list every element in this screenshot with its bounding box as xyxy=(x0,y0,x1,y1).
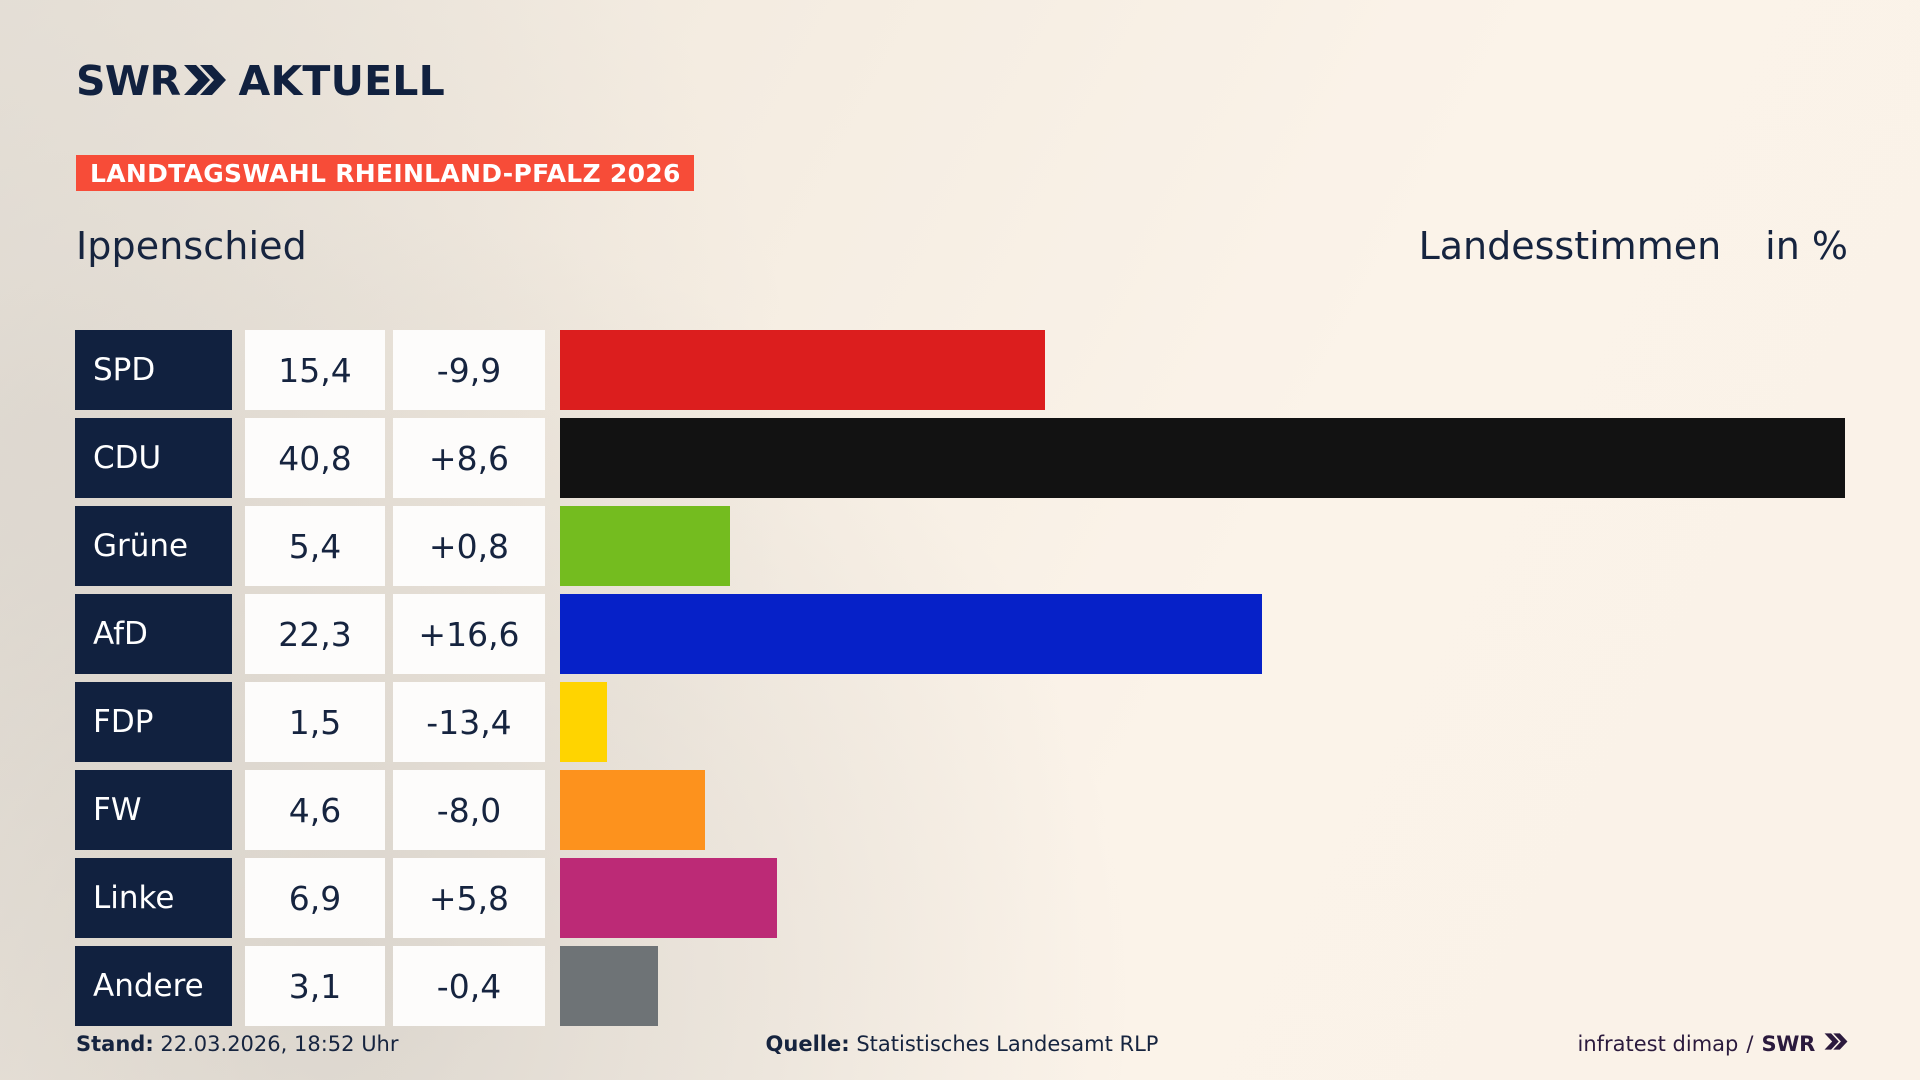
party-result-cell: 5,4 xyxy=(245,506,385,586)
election-kicker-banner: LANDTAGSWAHL RHEINLAND-PFALZ 2026 xyxy=(76,155,694,191)
stand-label: Stand: xyxy=(76,1032,154,1056)
party-change-cell: -13,4 xyxy=(393,682,545,762)
party-label-cell: CDU xyxy=(75,418,232,498)
logo-aktuell-text: AKTUELL xyxy=(238,56,445,105)
party-change-cell: +8,6 xyxy=(393,418,545,498)
credit-info: infratest dimap / SWR xyxy=(1577,1032,1848,1056)
party-result-value: 3,1 xyxy=(288,966,342,1006)
bar-track xyxy=(560,858,1920,938)
party-result-value: 6,9 xyxy=(288,878,342,918)
party-change-value: -0,4 xyxy=(436,966,502,1006)
bar-track xyxy=(560,594,1920,674)
party-change-value: -8,0 xyxy=(436,790,502,830)
party-change-cell: +16,6 xyxy=(393,594,545,674)
party-result-value: 22,3 xyxy=(278,614,352,654)
bar-track xyxy=(560,770,1920,850)
source-info: Quelle: Statistisches Landesamt RLP xyxy=(766,1032,1159,1056)
party-change-value: +5,8 xyxy=(428,878,510,918)
unit-label: in % xyxy=(1765,224,1848,268)
result-bar xyxy=(560,594,1263,674)
party-result-cell: 40,8 xyxy=(245,418,385,498)
party-result-value: 40,8 xyxy=(278,438,352,478)
vote-type-label: Landesstimmen xyxy=(1418,224,1722,268)
results-bar-chart: SPD 15,4 -9,9 CDU 40,8 +8,6 xyxy=(0,330,1920,1034)
bar-track xyxy=(560,418,1920,498)
party-label-cell: SPD xyxy=(75,330,232,410)
party-result-cell: 22,3 xyxy=(245,594,385,674)
result-bar xyxy=(560,418,1846,498)
logo-swr-text: SWR xyxy=(76,56,181,105)
chevrons-right-icon xyxy=(1824,1032,1848,1056)
party-result-value: 4,6 xyxy=(288,790,342,830)
party-label-cell: Grüne xyxy=(75,506,232,586)
kicker-label: LANDTAGSWAHL RHEINLAND-PFALZ 2026 xyxy=(90,158,681,188)
party-change-cell: +0,8 xyxy=(393,506,545,586)
footer: Stand: 22.03.2026, 18:52 Uhr Quelle: Sta… xyxy=(76,1030,1848,1058)
bar-track xyxy=(560,506,1920,586)
party-name: FDP xyxy=(93,703,154,740)
region-name: Ippenschied xyxy=(76,224,307,268)
party-label-cell: Linke xyxy=(75,858,232,938)
party-name: SPD xyxy=(93,351,156,388)
quelle-label: Quelle: xyxy=(765,1032,850,1056)
party-change-cell: -0,4 xyxy=(393,946,545,1026)
party-name: Grüne xyxy=(93,527,189,564)
table-row: AfD 22,3 +16,6 xyxy=(0,594,1920,674)
credit-separator: / xyxy=(1746,1032,1754,1056)
result-bar xyxy=(560,506,731,586)
stand-info: Stand: 22.03.2026, 18:52 Uhr xyxy=(76,1032,399,1056)
party-name: Andere xyxy=(93,967,204,1004)
bar-track xyxy=(560,682,1920,762)
party-label-cell: Andere xyxy=(75,946,232,1026)
party-result-value: 5,4 xyxy=(288,526,342,566)
subtitle-row: Ippenschied Landesstimmen in % xyxy=(76,218,1848,274)
result-bar xyxy=(560,682,608,762)
vote-meta: Landesstimmen in % xyxy=(1419,224,1848,268)
table-row: CDU 40,8 +8,6 xyxy=(0,418,1920,498)
party-name: Linke xyxy=(93,879,175,916)
party-change-value: -13,4 xyxy=(426,702,512,742)
result-bar xyxy=(560,330,1046,410)
party-result-cell: 3,1 xyxy=(245,946,385,1026)
bar-track xyxy=(560,946,1920,1026)
party-label-cell: AfD xyxy=(75,594,232,674)
bar-track xyxy=(560,330,1920,410)
party-result-cell: 15,4 xyxy=(245,330,385,410)
party-change-cell: -8,0 xyxy=(393,770,545,850)
party-change-value: +0,8 xyxy=(428,526,510,566)
quelle-value: Statistisches Landesamt RLP xyxy=(856,1032,1159,1056)
stand-value: 22.03.2026, 18:52 Uhr xyxy=(160,1032,399,1056)
party-name: CDU xyxy=(93,439,162,476)
party-result-value: 1,5 xyxy=(288,702,342,742)
table-row: FDP 1,5 -13,4 xyxy=(0,682,1920,762)
table-row: FW 4,6 -8,0 xyxy=(0,770,1920,850)
swr-aktuell-logo: SWR AKTUELL xyxy=(76,58,445,104)
party-label-cell: FW xyxy=(75,770,232,850)
chevrons-right-icon xyxy=(183,63,227,100)
party-change-value: +8,6 xyxy=(428,438,510,478)
table-row: Andere 3,1 -0,4 xyxy=(0,946,1920,1026)
credit-institute: infratest dimap xyxy=(1577,1032,1739,1056)
party-change-value: +16,6 xyxy=(418,614,520,654)
table-row: SPD 15,4 -9,9 xyxy=(0,330,1920,410)
credit-broadcaster: SWR xyxy=(1761,1032,1815,1056)
party-name: AfD xyxy=(93,615,148,652)
table-row: Linke 6,9 +5,8 xyxy=(0,858,1920,938)
party-name: FW xyxy=(93,791,142,828)
party-result-cell: 1,5 xyxy=(245,682,385,762)
result-bar xyxy=(560,770,705,850)
result-bar xyxy=(560,946,658,1026)
party-label-cell: FDP xyxy=(75,682,232,762)
party-result-cell: 6,9 xyxy=(245,858,385,938)
table-row: Grüne 5,4 +0,8 xyxy=(0,506,1920,586)
result-bar xyxy=(560,858,778,938)
party-change-value: -9,9 xyxy=(436,350,502,390)
party-change-cell: -9,9 xyxy=(393,330,545,410)
party-result-value: 15,4 xyxy=(278,350,352,390)
party-change-cell: +5,8 xyxy=(393,858,545,938)
party-result-cell: 4,6 xyxy=(245,770,385,850)
